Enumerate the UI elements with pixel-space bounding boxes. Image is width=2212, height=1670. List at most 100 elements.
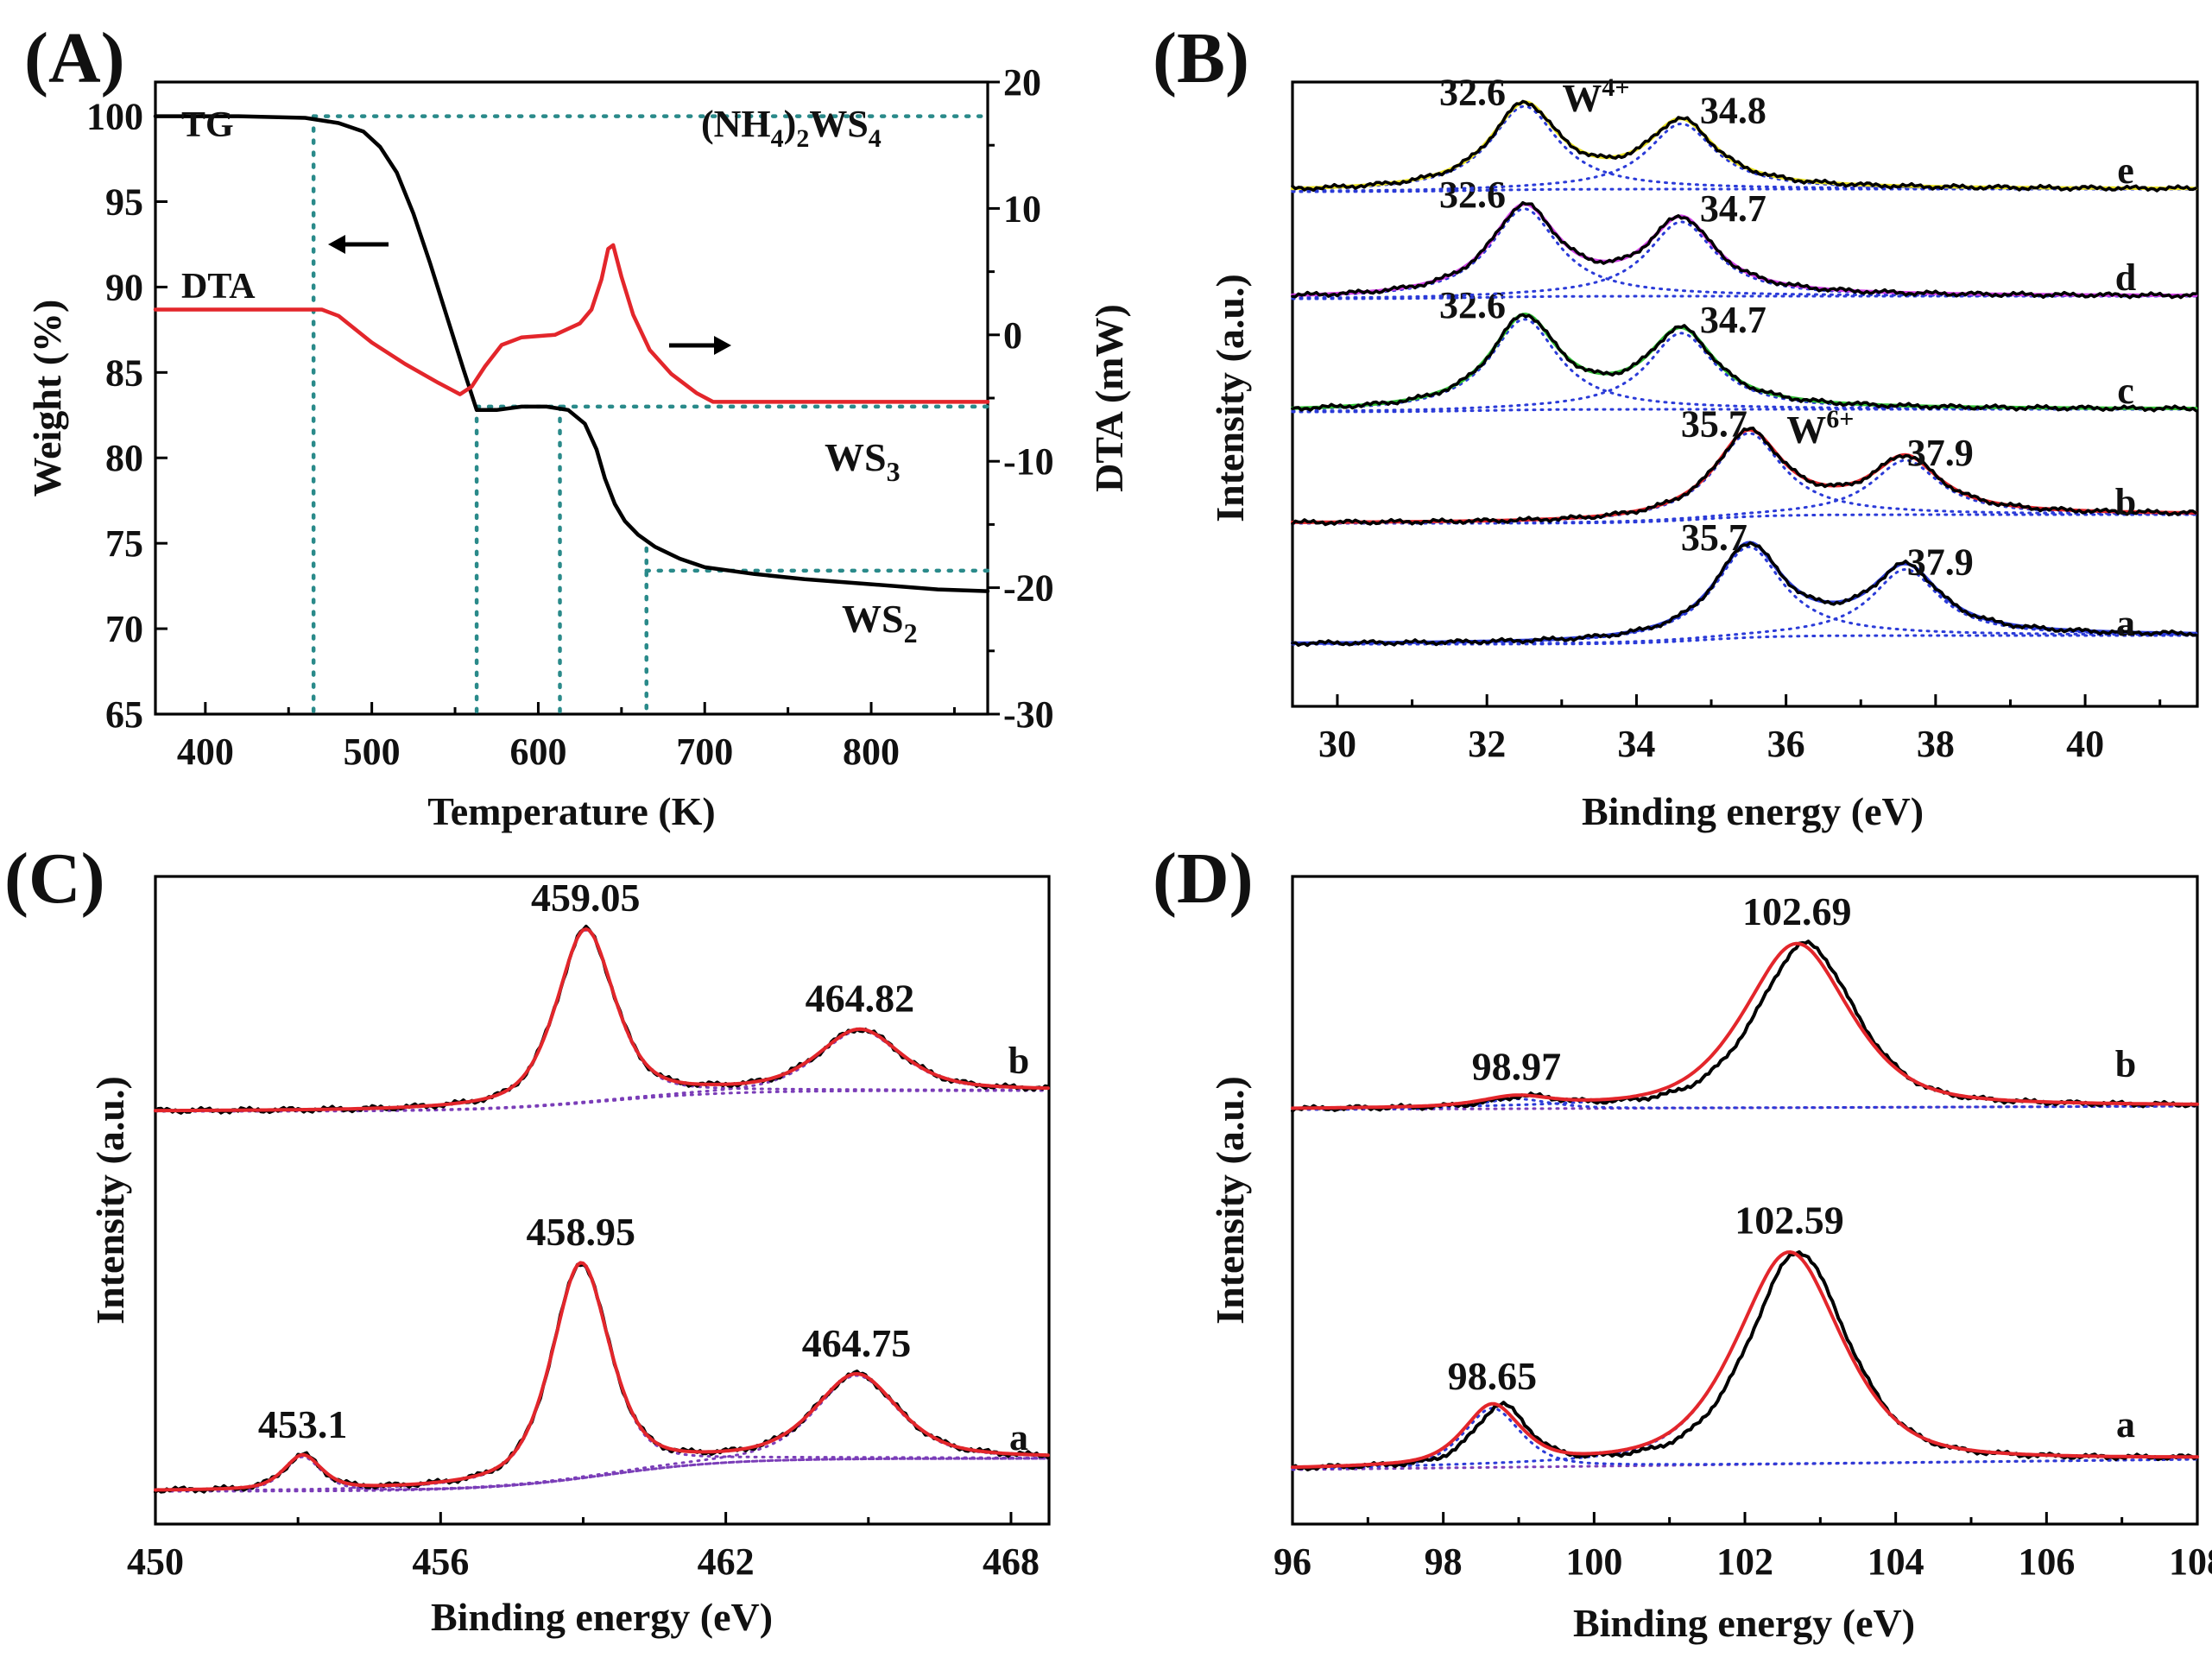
panel-a-y-axis-title: Weight (%) bbox=[25, 300, 69, 497]
panel-d-si2p-xps: (D) a 98.65 102.59 b 98.97 102.69 96 98 100 102 1… bbox=[1153, 838, 2212, 1645]
x-tick-label: 106 bbox=[2018, 1540, 2075, 1583]
fit-envelope bbox=[1291, 941, 2199, 1110]
y-tick-label: 85 bbox=[105, 351, 143, 394]
panel-c-traces: a 453.1 458.95 464.75 b 459.05 464.82 bbox=[154, 876, 1050, 1494]
tg-axis-arrow bbox=[328, 235, 389, 254]
peak-label: 32.6 bbox=[1439, 71, 1506, 113]
panel-a-label: (A) bbox=[24, 18, 125, 98]
trace-label: b bbox=[1008, 1040, 1029, 1082]
y-tick-label: 70 bbox=[105, 608, 143, 650]
peak-label: 37.9 bbox=[1907, 541, 1974, 583]
trace-label: d bbox=[2115, 256, 2136, 299]
y-tick-label: 90 bbox=[105, 266, 143, 308]
precursor-label: (NH4)2WS4 bbox=[701, 103, 882, 153]
oxidation-state-label: W6+ bbox=[1786, 405, 1854, 452]
component-peak bbox=[1291, 942, 2199, 1110]
x-tick-label: 108 bbox=[2169, 1540, 2212, 1583]
trace-a: a 453.1 458.95 464.75 bbox=[154, 1210, 1050, 1494]
trace-label: a bbox=[2116, 602, 2135, 644]
component-peak bbox=[154, 1028, 1050, 1113]
panel-b-traces: a 35.7 37.9 b35.737.9W6+c 32.6 34.7d 32.6 34.7e… bbox=[1291, 71, 2198, 648]
measured-spectrum bbox=[1291, 313, 2198, 413]
dta-curve bbox=[153, 243, 990, 404]
peak-label: 32.6 bbox=[1439, 284, 1506, 326]
x-tick-label: 700 bbox=[676, 731, 733, 773]
x-tick-label: 400 bbox=[177, 731, 234, 773]
panel-a-guide-lines bbox=[311, 114, 990, 717]
trace-label: a bbox=[2116, 1403, 2135, 1445]
tg-curve bbox=[153, 114, 990, 593]
peak-label: 459.05 bbox=[531, 876, 641, 920]
x-tick-label: 98 bbox=[1425, 1540, 1463, 1583]
panel-b-x-axis-title: Binding energy (eV) bbox=[1582, 789, 1924, 833]
y-tick-label: 80 bbox=[105, 437, 143, 479]
peak-label: 464.75 bbox=[802, 1321, 912, 1365]
panel-c-plot-frame bbox=[154, 875, 1051, 1526]
panel-b-y-axis-title: Intensity (a.u.) bbox=[1208, 274, 1252, 522]
y-tick-label: 65 bbox=[105, 693, 143, 736]
panel-a-y2-axis-title: DTA (mW) bbox=[1087, 304, 1131, 492]
y2-tick-label: -10 bbox=[1003, 440, 1054, 483]
y2-tick-label: 10 bbox=[1003, 187, 1041, 230]
y-tick-label: 95 bbox=[105, 180, 143, 223]
panel-b-w4f-xps: (B) a 35.7 37.9 b35.737.9W6+c 32.6 34.7 d 32.6 3… bbox=[1153, 18, 2199, 833]
measured-spectrum bbox=[1291, 541, 2198, 648]
fit-envelope bbox=[154, 1261, 1050, 1492]
panel-c-x-ticks: 450 456 462 468 bbox=[127, 1512, 1040, 1583]
x-tick-label: 30 bbox=[1318, 723, 1356, 765]
panel-b-plot-frame bbox=[1291, 80, 2199, 708]
ws3-label: WS3 bbox=[825, 435, 901, 487]
component-peak bbox=[1291, 1407, 2199, 1471]
trace-label: a bbox=[1009, 1416, 1028, 1458]
x-tick-label: 96 bbox=[1273, 1540, 1311, 1583]
panel-c-label: (C) bbox=[4, 838, 105, 919]
peak-label: 35.7 bbox=[1681, 516, 1747, 559]
peak-label: 34.7 bbox=[1700, 187, 1766, 230]
measured-spectrum bbox=[154, 1262, 1050, 1494]
fit-envelope bbox=[1291, 1250, 2199, 1470]
x-tick-label: 100 bbox=[1565, 1540, 1622, 1583]
trace-b: b35.737.9W6+ bbox=[1291, 402, 2198, 527]
x-tick-label: 32 bbox=[1468, 723, 1506, 765]
component-peak bbox=[1291, 1098, 2199, 1111]
trace-b: b 459.05 464.82 bbox=[154, 876, 1050, 1115]
peak-label: 32.6 bbox=[1439, 174, 1506, 216]
component-peak bbox=[154, 1262, 1050, 1492]
peak-label: 464.82 bbox=[806, 976, 915, 1020]
y2-tick-label: -30 bbox=[1003, 693, 1054, 736]
component-peak bbox=[1291, 1250, 2199, 1470]
x-tick-label: 800 bbox=[843, 731, 900, 773]
component-peak bbox=[154, 1455, 1050, 1492]
x-tick-label: 38 bbox=[1917, 723, 1955, 765]
y2-tick-label: 20 bbox=[1003, 61, 1041, 104]
component-peak bbox=[1291, 220, 2197, 300]
x-tick-label: 500 bbox=[344, 731, 401, 773]
panel-b-label: (B) bbox=[1153, 18, 1249, 98]
component-peak bbox=[1291, 122, 2197, 193]
x-tick-label: 468 bbox=[983, 1540, 1040, 1583]
trace-label: c bbox=[2117, 370, 2134, 412]
measured-spectrum bbox=[1291, 200, 2198, 300]
panel-c-x-axis-title: Binding energy (eV) bbox=[431, 1595, 773, 1639]
trace-e: e 32.6 34.8 W4+ bbox=[1291, 71, 2198, 193]
trace-b: b 98.97 102.69 bbox=[1291, 889, 2199, 1113]
x-tick-label: 456 bbox=[412, 1540, 469, 1583]
peak-label: 102.69 bbox=[1742, 889, 1852, 933]
peak-label: 34.8 bbox=[1700, 89, 1766, 131]
trace-d: d 32.6 34.7 bbox=[1291, 174, 2198, 300]
peak-label: 98.65 bbox=[1448, 1354, 1538, 1398]
panel-a-y2-ticks: -30 -20 -10 0 10 20 bbox=[988, 61, 1054, 736]
y2-tick-label: 0 bbox=[1003, 314, 1022, 357]
dta-axis-arrow bbox=[669, 336, 731, 355]
trace-label: e bbox=[2117, 149, 2134, 192]
trace-c: c 32.6 34.7 bbox=[1291, 284, 2198, 414]
x-tick-label: 36 bbox=[1767, 723, 1805, 765]
panel-b-x-ticks: 30 32 34 36 38 40 bbox=[1318, 694, 2162, 765]
measured-spectrum bbox=[1291, 99, 2198, 193]
dta-label: DTA bbox=[181, 267, 256, 307]
x-tick-label: 102 bbox=[1716, 1540, 1773, 1583]
y2-tick-label: -20 bbox=[1003, 567, 1054, 610]
x-tick-label: 40 bbox=[2066, 723, 2104, 765]
